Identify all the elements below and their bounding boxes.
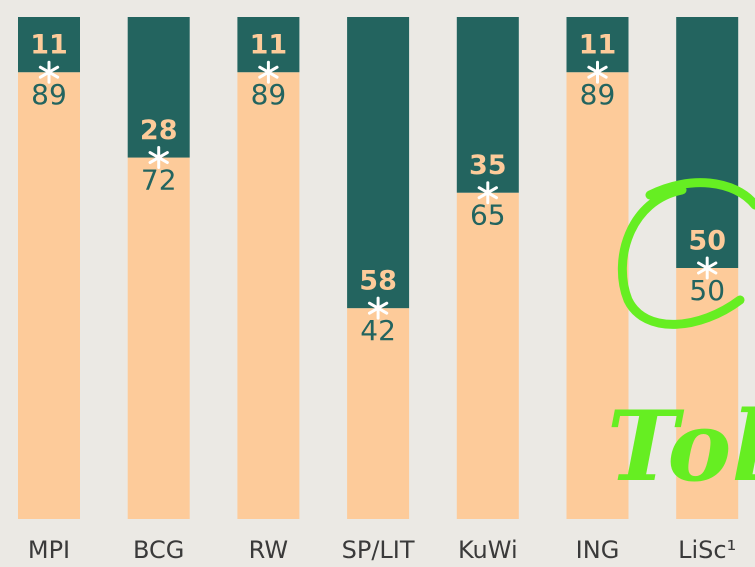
value-label: 35 [469, 150, 507, 181]
page: {"chart_data": {"type": "stacked-bar", "… [0, 0, 755, 567]
x-tick-label: LiSc¹ [678, 536, 736, 564]
x-tick-label: BCG [133, 536, 184, 564]
bar-segment [457, 193, 519, 519]
annotation: Tol [607, 390, 755, 503]
value-label: 11 [579, 30, 617, 61]
value-label: 58 [359, 266, 397, 297]
value-label: 11 [30, 30, 68, 61]
bar-segment [18, 72, 80, 519]
x-tick-label: RW [249, 536, 288, 564]
x-tick-label: KuWi [458, 536, 518, 564]
value-label: 28 [140, 115, 178, 146]
bar-segment [237, 72, 299, 519]
value-label: 11 [250, 30, 288, 61]
bar-segment [128, 158, 190, 519]
x-tick-label: MPI [28, 536, 70, 564]
bar-segment [347, 17, 409, 308]
value-label: 50 [688, 226, 726, 257]
x-tick-label: ING [576, 536, 620, 564]
x-tick-label: SP/LIT [342, 536, 415, 564]
chart: Tol 8911MPI7228BCG8911RW4258SP/LIT6535Ku… [0, 0, 755, 567]
